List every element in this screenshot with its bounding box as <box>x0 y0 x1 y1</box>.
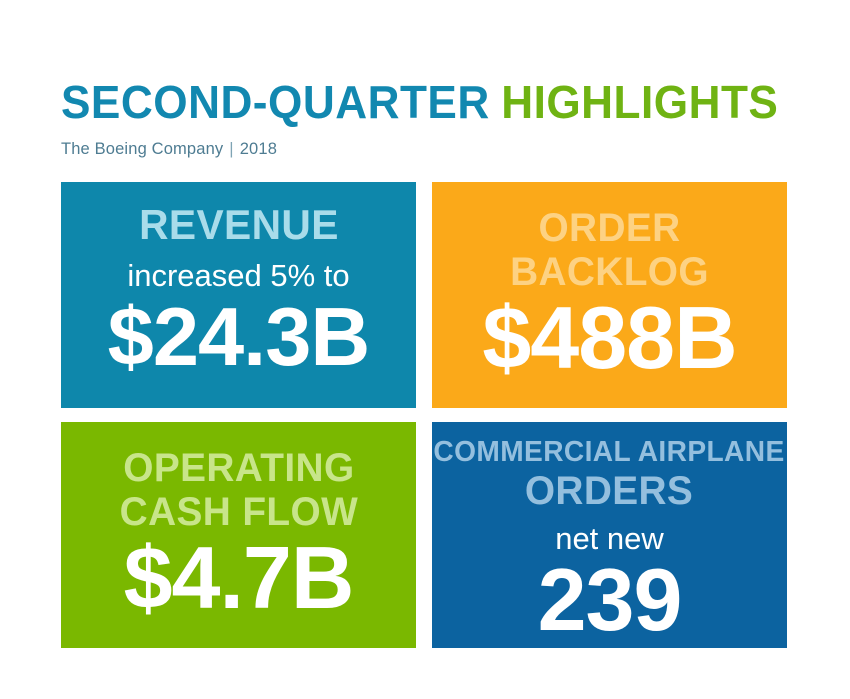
metric-label-commercial-airplane-orders: COMMERCIAL AIRPLANE ORDERS <box>433 436 786 513</box>
metric-value-revenue: $24.3B <box>107 290 371 383</box>
metric-label-revenue: REVENUE <box>139 204 339 246</box>
metric-label-operating-cash-flow: OPERATING CASH FLOW <box>119 448 357 532</box>
metric-label-order-backlog: ORDER BACKLOG <box>510 208 709 292</box>
metric-label-line1: ORDER <box>538 206 681 250</box>
metric-tile-order-backlog: ORDER BACKLOG $488B <box>432 182 787 408</box>
header: SECOND-QUARTER HIGHLIGHTS The Boeing Comp… <box>61 78 791 159</box>
metric-label-line2: ORDERS <box>525 469 694 513</box>
metric-label-line1: REVENUE <box>138 201 339 248</box>
metric-subtext-commercial-airplane-orders: net new <box>555 521 664 556</box>
metric-tile-operating-cash-flow: OPERATING CASH FLOW $4.7B <box>61 422 416 648</box>
metric-value-commercial-airplane-orders: 239 <box>537 550 683 648</box>
subtitle-company: The Boeing Company <box>61 140 224 159</box>
metrics-grid: REVENUE increased 5% to $24.3B ORDER BAC… <box>61 182 787 648</box>
subtitle-divider: | <box>229 140 234 159</box>
page-title: SECOND-QUARTER HIGHLIGHTS <box>61 76 778 128</box>
metric-label-line2: BACKLOG <box>510 250 709 294</box>
metric-label-line2: CASH FLOW <box>119 490 358 534</box>
page-title-accent: HIGHLIGHTS <box>501 76 779 128</box>
metric-label-line1: COMMERCIAL AIRPLANE <box>433 436 786 468</box>
metric-value-order-backlog: $488B <box>482 288 737 387</box>
metric-tile-revenue: REVENUE increased 5% to $24.3B <box>61 182 416 408</box>
page-title-primary: SECOND-QUARTER <box>61 76 490 128</box>
subtitle: The Boeing Company | 2018 <box>61 126 791 159</box>
metric-tile-commercial-airplane-orders: COMMERCIAL AIRPLANE ORDERS net new 239 <box>432 422 787 648</box>
metric-value-operating-cash-flow: $4.7B <box>123 528 355 627</box>
subtitle-year: 2018 <box>239 140 278 159</box>
metric-subtext-revenue: increased 5% to <box>127 258 350 293</box>
metric-label-line1: OPERATING <box>122 446 355 490</box>
